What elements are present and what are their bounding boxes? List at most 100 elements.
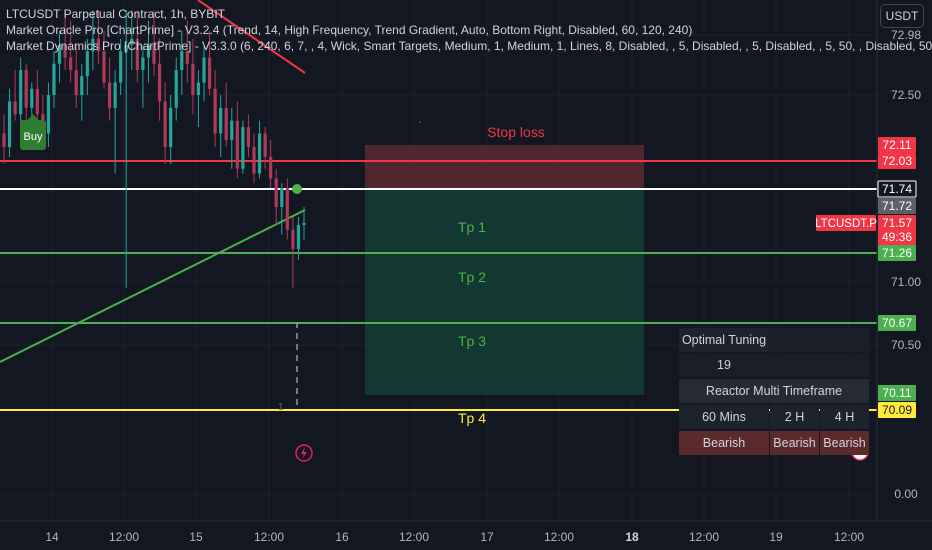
price-badge-bg: [878, 402, 916, 418]
candle-body: [241, 127, 245, 169]
stop-loss-label: Stop loss: [487, 124, 545, 140]
indicator-oracle[interactable]: Market Oracle Pro [ChartPrime] - V3.2.4 …: [6, 23, 693, 37]
mtf-value-4h: Bearish: [820, 431, 869, 455]
time-tick: 14: [45, 530, 59, 544]
time-tick: 19: [769, 530, 783, 544]
candle-body: [230, 120, 234, 140]
price-badge: 70.67: [878, 315, 916, 331]
candle-body: [13, 101, 17, 115]
time-tick: 17: [480, 530, 494, 544]
price-badge-bg: [878, 215, 916, 231]
price-badge-bg: [878, 245, 916, 261]
table-empty-cell: [769, 328, 819, 352]
mtf-header-2h: 2 H: [770, 405, 819, 429]
candle-body: [69, 57, 73, 70]
price-badge: 72.03: [878, 153, 916, 169]
price-badge-bg: [878, 385, 916, 401]
symbol-tag-bg: [816, 215, 876, 231]
candle-body: [96, 38, 101, 52]
candle-body: [274, 178, 278, 207]
candle-body: [257, 133, 262, 174]
price-badge-label: 72.11: [882, 138, 911, 152]
price-badge-label: 71.74: [882, 182, 912, 196]
price-badge-bg: [878, 153, 916, 169]
mtf-value-60: Bearish: [679, 431, 769, 455]
candle-body: [191, 63, 195, 95]
table-empty-cell: [819, 353, 869, 377]
time-tick: 12:00: [254, 530, 284, 544]
indicator-dynamics[interactable]: Market Dynamics Pro [ChartPrime] - V3.3.…: [6, 39, 932, 53]
candle-body: [19, 70, 23, 115]
price-badge-label: 70.67: [882, 316, 912, 330]
candle-body: [224, 107, 228, 140]
lightning-circle: [295, 444, 313, 462]
tp1-label: Tp 1: [458, 219, 486, 235]
candle-body: [74, 70, 78, 95]
candle-body: [24, 70, 28, 108]
candle-body: [213, 88, 217, 134]
table-empty-cell: [769, 353, 819, 377]
mtf-value-2h: Bearish: [770, 431, 819, 455]
candle-body: [80, 76, 84, 95]
price-badge: 71.26: [878, 245, 916, 261]
price-badge: 49:36: [878, 229, 916, 245]
time-tick: 12:00: [109, 530, 139, 544]
price-badge-label: 71.57: [882, 216, 912, 230]
price-tick: 0.00: [894, 487, 918, 501]
time-tick: 16: [335, 530, 349, 544]
candle-body: [57, 45, 62, 64]
candle-body: [141, 57, 145, 70]
candle-body: [119, 51, 123, 83]
candle-body: [85, 51, 89, 77]
price-badge: 72.11: [878, 137, 916, 153]
optimal-tuning-value: 19: [679, 353, 769, 377]
candle-body: [185, 51, 189, 64]
candle-body: [46, 95, 51, 134]
candle-body: [102, 51, 106, 83]
candle-body: [157, 63, 162, 102]
candle-body: [52, 63, 56, 95]
mtf-header-60: 60 Mins: [679, 405, 769, 429]
price-tick: 72.98: [891, 28, 921, 42]
price-badge-bg: [878, 198, 916, 214]
candle-body: [219, 107, 223, 134]
time-tick: 12:00: [689, 530, 719, 544]
time-tick: 15: [189, 530, 203, 544]
time-axis-bg: [0, 521, 932, 550]
candle-body: [246, 127, 251, 147]
price-badge-bg: [878, 137, 916, 153]
candle-body: [30, 88, 34, 108]
price-badge-label: 71.72: [882, 199, 912, 213]
time-tick: 12:00: [399, 530, 429, 544]
candle-body: [263, 133, 267, 157]
legend: LTCUSDT Parpetual Contract, 1h, BYBIT Ma…: [6, 6, 932, 54]
candle-body: [196, 82, 201, 95]
candle-body: [291, 229, 295, 250]
time-tick: 12:00: [834, 530, 864, 544]
trend-line-red: [197, 0, 306, 74]
price-tick: 70.50: [891, 338, 921, 352]
symbol-title[interactable]: LTCUSDT Parpetual Contract, 1h, BYBIT: [6, 7, 225, 21]
price-badge-bg: [878, 315, 916, 331]
tp2-label: Tp 2: [458, 269, 486, 285]
price-badge-label: 70.11: [882, 386, 911, 400]
candle-body: [207, 57, 212, 89]
candle-body: [252, 147, 256, 174]
candle-body: [235, 120, 239, 169]
price-badge: 70.11: [878, 385, 916, 401]
candle-body: [91, 38, 95, 52]
candle-body: [169, 107, 173, 147]
price-axis: 72.98 72.50 71.00 70.50 0.00 72.11 72.03 71.74 7…: [876, 0, 932, 520]
candle-body: [130, 38, 134, 45]
buy-signal: Buy: [20, 114, 46, 150]
price-badge-label: 49:36: [882, 230, 912, 244]
candle-body: [180, 51, 184, 70]
time-tick: 18: [625, 530, 639, 544]
candle-body: [146, 45, 151, 58]
currency-button[interactable]: USDT: [880, 4, 924, 28]
candle-body: [135, 38, 139, 70]
lightning-bolt: [301, 447, 307, 459]
price-badge-label: 72.03: [882, 154, 912, 168]
